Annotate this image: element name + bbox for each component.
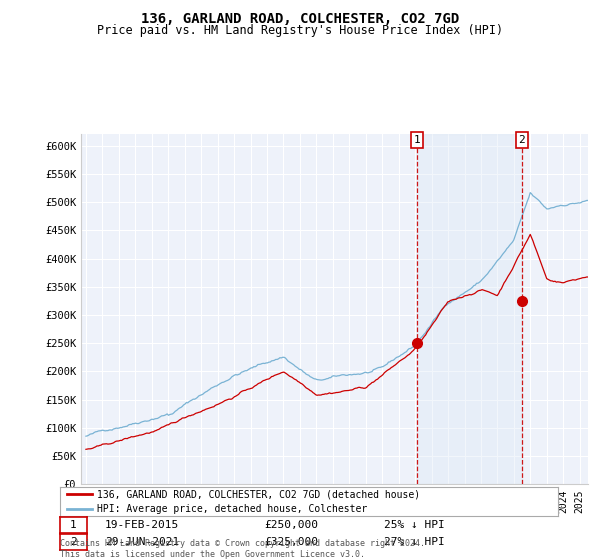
Text: HPI: Average price, detached house, Colchester: HPI: Average price, detached house, Colc… bbox=[97, 504, 368, 514]
Text: 1: 1 bbox=[70, 520, 77, 530]
Text: £325,000: £325,000 bbox=[264, 537, 318, 547]
Bar bbox=[417, 134, 522, 484]
Text: 2: 2 bbox=[518, 135, 526, 145]
Text: 25% ↓ HPI: 25% ↓ HPI bbox=[384, 520, 445, 530]
Text: Contains HM Land Registry data © Crown copyright and database right 2024.
This d: Contains HM Land Registry data © Crown c… bbox=[60, 539, 425, 559]
Text: Price paid vs. HM Land Registry's House Price Index (HPI): Price paid vs. HM Land Registry's House … bbox=[97, 24, 503, 36]
Text: 29-JUN-2021: 29-JUN-2021 bbox=[105, 537, 179, 547]
Text: 1: 1 bbox=[414, 135, 421, 145]
Text: 27% ↓ HPI: 27% ↓ HPI bbox=[384, 537, 445, 547]
Text: 136, GARLAND ROAD, COLCHESTER, CO2 7GD (detached house): 136, GARLAND ROAD, COLCHESTER, CO2 7GD (… bbox=[97, 489, 421, 500]
Text: £250,000: £250,000 bbox=[264, 520, 318, 530]
Text: 2: 2 bbox=[70, 537, 77, 547]
Text: 19-FEB-2015: 19-FEB-2015 bbox=[105, 520, 179, 530]
Text: 136, GARLAND ROAD, COLCHESTER, CO2 7GD: 136, GARLAND ROAD, COLCHESTER, CO2 7GD bbox=[141, 12, 459, 26]
